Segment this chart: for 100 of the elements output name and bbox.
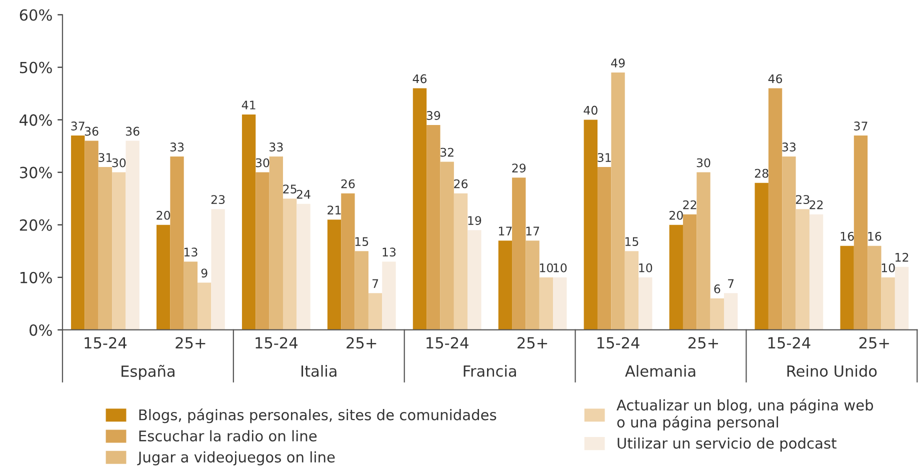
data-label: 12 [896,252,908,262]
bar [84,140,98,330]
y-tick-label: 50% [20,62,52,74]
x-tick-label: 15-24 [426,337,468,349]
legend-label: Utilizar un servicio de podcast [618,437,836,452]
bar [611,72,625,330]
data-label: 39 [426,111,440,120]
data-label: 24 [296,190,310,199]
x-tick-label: 15-24 [84,337,127,349]
bar [412,88,427,330]
bar [512,178,526,330]
data-label: 37 [854,122,868,130]
bar [156,224,170,330]
bar [368,293,382,330]
data-label: 13 [184,248,198,257]
y-tick-label: 30% [20,166,52,178]
data-label: 40 [584,106,598,115]
y-tick-label: 20% [20,219,52,231]
bar [682,214,697,330]
bar [256,172,270,330]
data-label: 46 [768,74,782,84]
bar [598,167,612,330]
bar [894,266,909,330]
y-tick-label: 40% [20,114,52,126]
data-label: 32 [440,148,454,157]
bar [754,182,768,330]
data-label: 30 [256,158,270,168]
text: Alemania [625,365,696,377]
data-label: 20 [670,210,683,220]
data-label: 23 [796,195,810,204]
text: España [122,364,174,380]
data-label: 26 [454,179,468,188]
y-tick-label: 10% [20,272,52,284]
data-label: 17 [526,226,540,236]
data-label: 13 [382,248,396,257]
data-label: 36 [84,126,98,136]
data-label: 21 [328,206,341,214]
bar [454,193,468,330]
bar [498,240,512,330]
bar [768,88,782,330]
x-tick-label: 15-24 [256,337,298,349]
bar [242,114,256,330]
data-label: 25 [283,184,296,194]
data-label: 6 [714,284,720,294]
legend-label: Actualizar un blog, una página web o una página personal [616,398,874,430]
bar [539,277,554,330]
data-label: 46 [412,74,427,84]
data-label: 28 [754,168,768,178]
data-label: 9 [201,268,208,278]
data-label: 29 [512,164,526,172]
bar [854,136,868,330]
data-label: 7 [728,279,734,288]
y-tick-label: 0% [30,324,52,336]
x-tick-label: 25+ [346,337,376,349]
bar [296,204,310,330]
data-label: 10 [554,263,567,272]
data-label: 10 [882,263,895,272]
data-label: 10 [540,263,553,272]
x-tick-label: 25+ [688,337,718,349]
x-tick-label: 15-24 [768,337,810,349]
data-label: 23 [211,195,225,204]
text: Italia [302,365,336,377]
bar [624,251,639,330]
text: Francia [464,365,516,377]
data-label: 7 [372,279,378,288]
bar [184,262,198,330]
bar [382,262,396,330]
bar [211,209,225,330]
bar [112,172,126,330]
data-label: 22 [683,200,696,210]
bar [868,246,882,330]
bar [724,293,738,330]
data-label: 33 [782,142,796,152]
data-label: 16 [868,232,882,241]
bar [840,246,854,330]
data-label: 20 [156,210,170,220]
bar [98,167,112,330]
text: Reino Unido [787,365,877,377]
bar [796,209,810,330]
bar [327,220,342,330]
data-label: 19 [468,216,482,226]
bar [341,193,355,330]
x-tick-label: 25+ [176,337,206,349]
bar [809,214,824,330]
data-label: 33 [270,142,283,152]
bar [354,251,368,330]
data-label: 22 [810,200,823,210]
bar [282,198,297,330]
bar [638,277,652,330]
data-label: 37 [71,122,84,130]
data-label: 26 [341,179,355,188]
data-label: 17 [498,226,512,236]
bar [696,172,710,330]
data-label: 30 [112,158,126,168]
bar [440,162,454,330]
data-label: 33 [170,142,184,152]
bar [710,298,724,330]
bar [881,277,895,330]
data-label: 31 [598,153,611,162]
data-label: 16 [840,232,854,241]
